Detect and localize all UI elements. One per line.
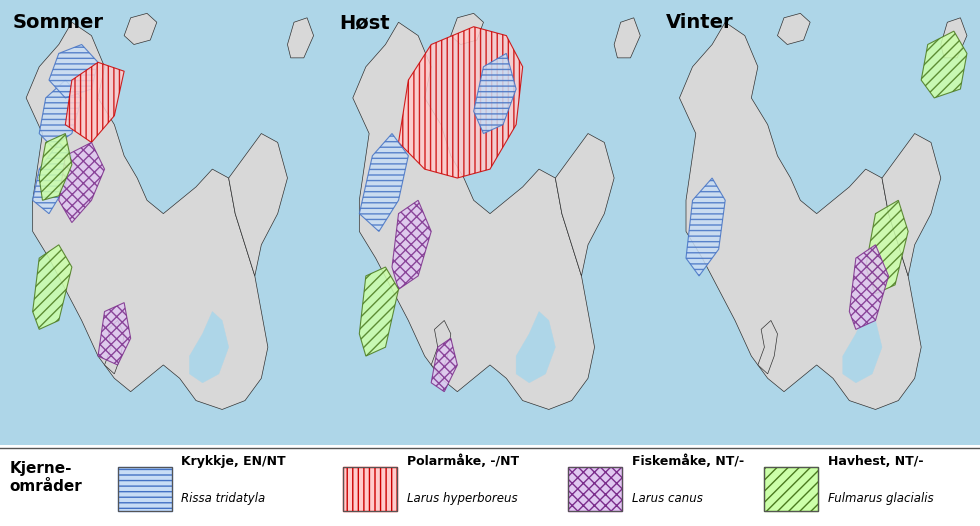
Text: Fiskemåke, NT/-: Fiskemåke, NT/- xyxy=(632,455,744,468)
Polygon shape xyxy=(287,18,314,58)
Polygon shape xyxy=(66,62,124,143)
Polygon shape xyxy=(49,45,98,98)
Polygon shape xyxy=(686,178,725,276)
Polygon shape xyxy=(941,18,967,58)
Text: Polarmåke, -/NT: Polarmåke, -/NT xyxy=(407,455,518,468)
Polygon shape xyxy=(865,200,908,294)
Bar xyxy=(568,467,622,511)
Polygon shape xyxy=(679,22,921,409)
Bar xyxy=(764,467,818,511)
Text: Larus canus: Larus canus xyxy=(632,492,703,505)
Bar xyxy=(343,467,397,511)
Polygon shape xyxy=(431,320,451,374)
Text: Larus hyperboreus: Larus hyperboreus xyxy=(407,492,517,505)
Polygon shape xyxy=(26,22,268,409)
Bar xyxy=(118,467,172,511)
Polygon shape xyxy=(516,311,556,383)
Bar xyxy=(568,467,622,511)
Bar xyxy=(118,467,172,511)
Polygon shape xyxy=(614,18,640,58)
Polygon shape xyxy=(32,245,72,329)
Text: Vinter: Vinter xyxy=(666,13,734,33)
Polygon shape xyxy=(392,200,431,289)
Bar xyxy=(343,467,397,511)
Polygon shape xyxy=(59,143,105,222)
Polygon shape xyxy=(758,320,777,374)
Polygon shape xyxy=(353,22,595,409)
Polygon shape xyxy=(39,80,81,147)
Polygon shape xyxy=(850,245,889,329)
Polygon shape xyxy=(777,13,810,45)
Polygon shape xyxy=(124,13,157,45)
Polygon shape xyxy=(360,267,399,356)
Polygon shape xyxy=(360,134,409,231)
Text: Krykkje, EN/NT: Krykkje, EN/NT xyxy=(181,455,286,468)
Polygon shape xyxy=(921,31,967,98)
Polygon shape xyxy=(556,134,614,276)
Polygon shape xyxy=(882,134,941,276)
Polygon shape xyxy=(98,302,130,365)
Text: Sommer: Sommer xyxy=(13,13,104,33)
Polygon shape xyxy=(228,134,287,276)
Polygon shape xyxy=(431,338,458,392)
Polygon shape xyxy=(473,54,516,134)
Polygon shape xyxy=(189,311,228,383)
Text: Fulmarus glacialis: Fulmarus glacialis xyxy=(828,492,934,505)
Polygon shape xyxy=(105,320,124,374)
Text: Rissa tridatyla: Rissa tridatyla xyxy=(181,492,266,505)
Polygon shape xyxy=(399,27,522,178)
Polygon shape xyxy=(32,143,72,214)
Text: Kjerne-
områder: Kjerne- områder xyxy=(10,461,82,494)
Polygon shape xyxy=(39,134,72,200)
Bar xyxy=(764,467,818,511)
Text: Havhest, NT/-: Havhest, NT/- xyxy=(828,455,923,468)
Polygon shape xyxy=(451,13,483,45)
Polygon shape xyxy=(843,311,882,383)
Text: Høst: Høst xyxy=(340,13,390,33)
